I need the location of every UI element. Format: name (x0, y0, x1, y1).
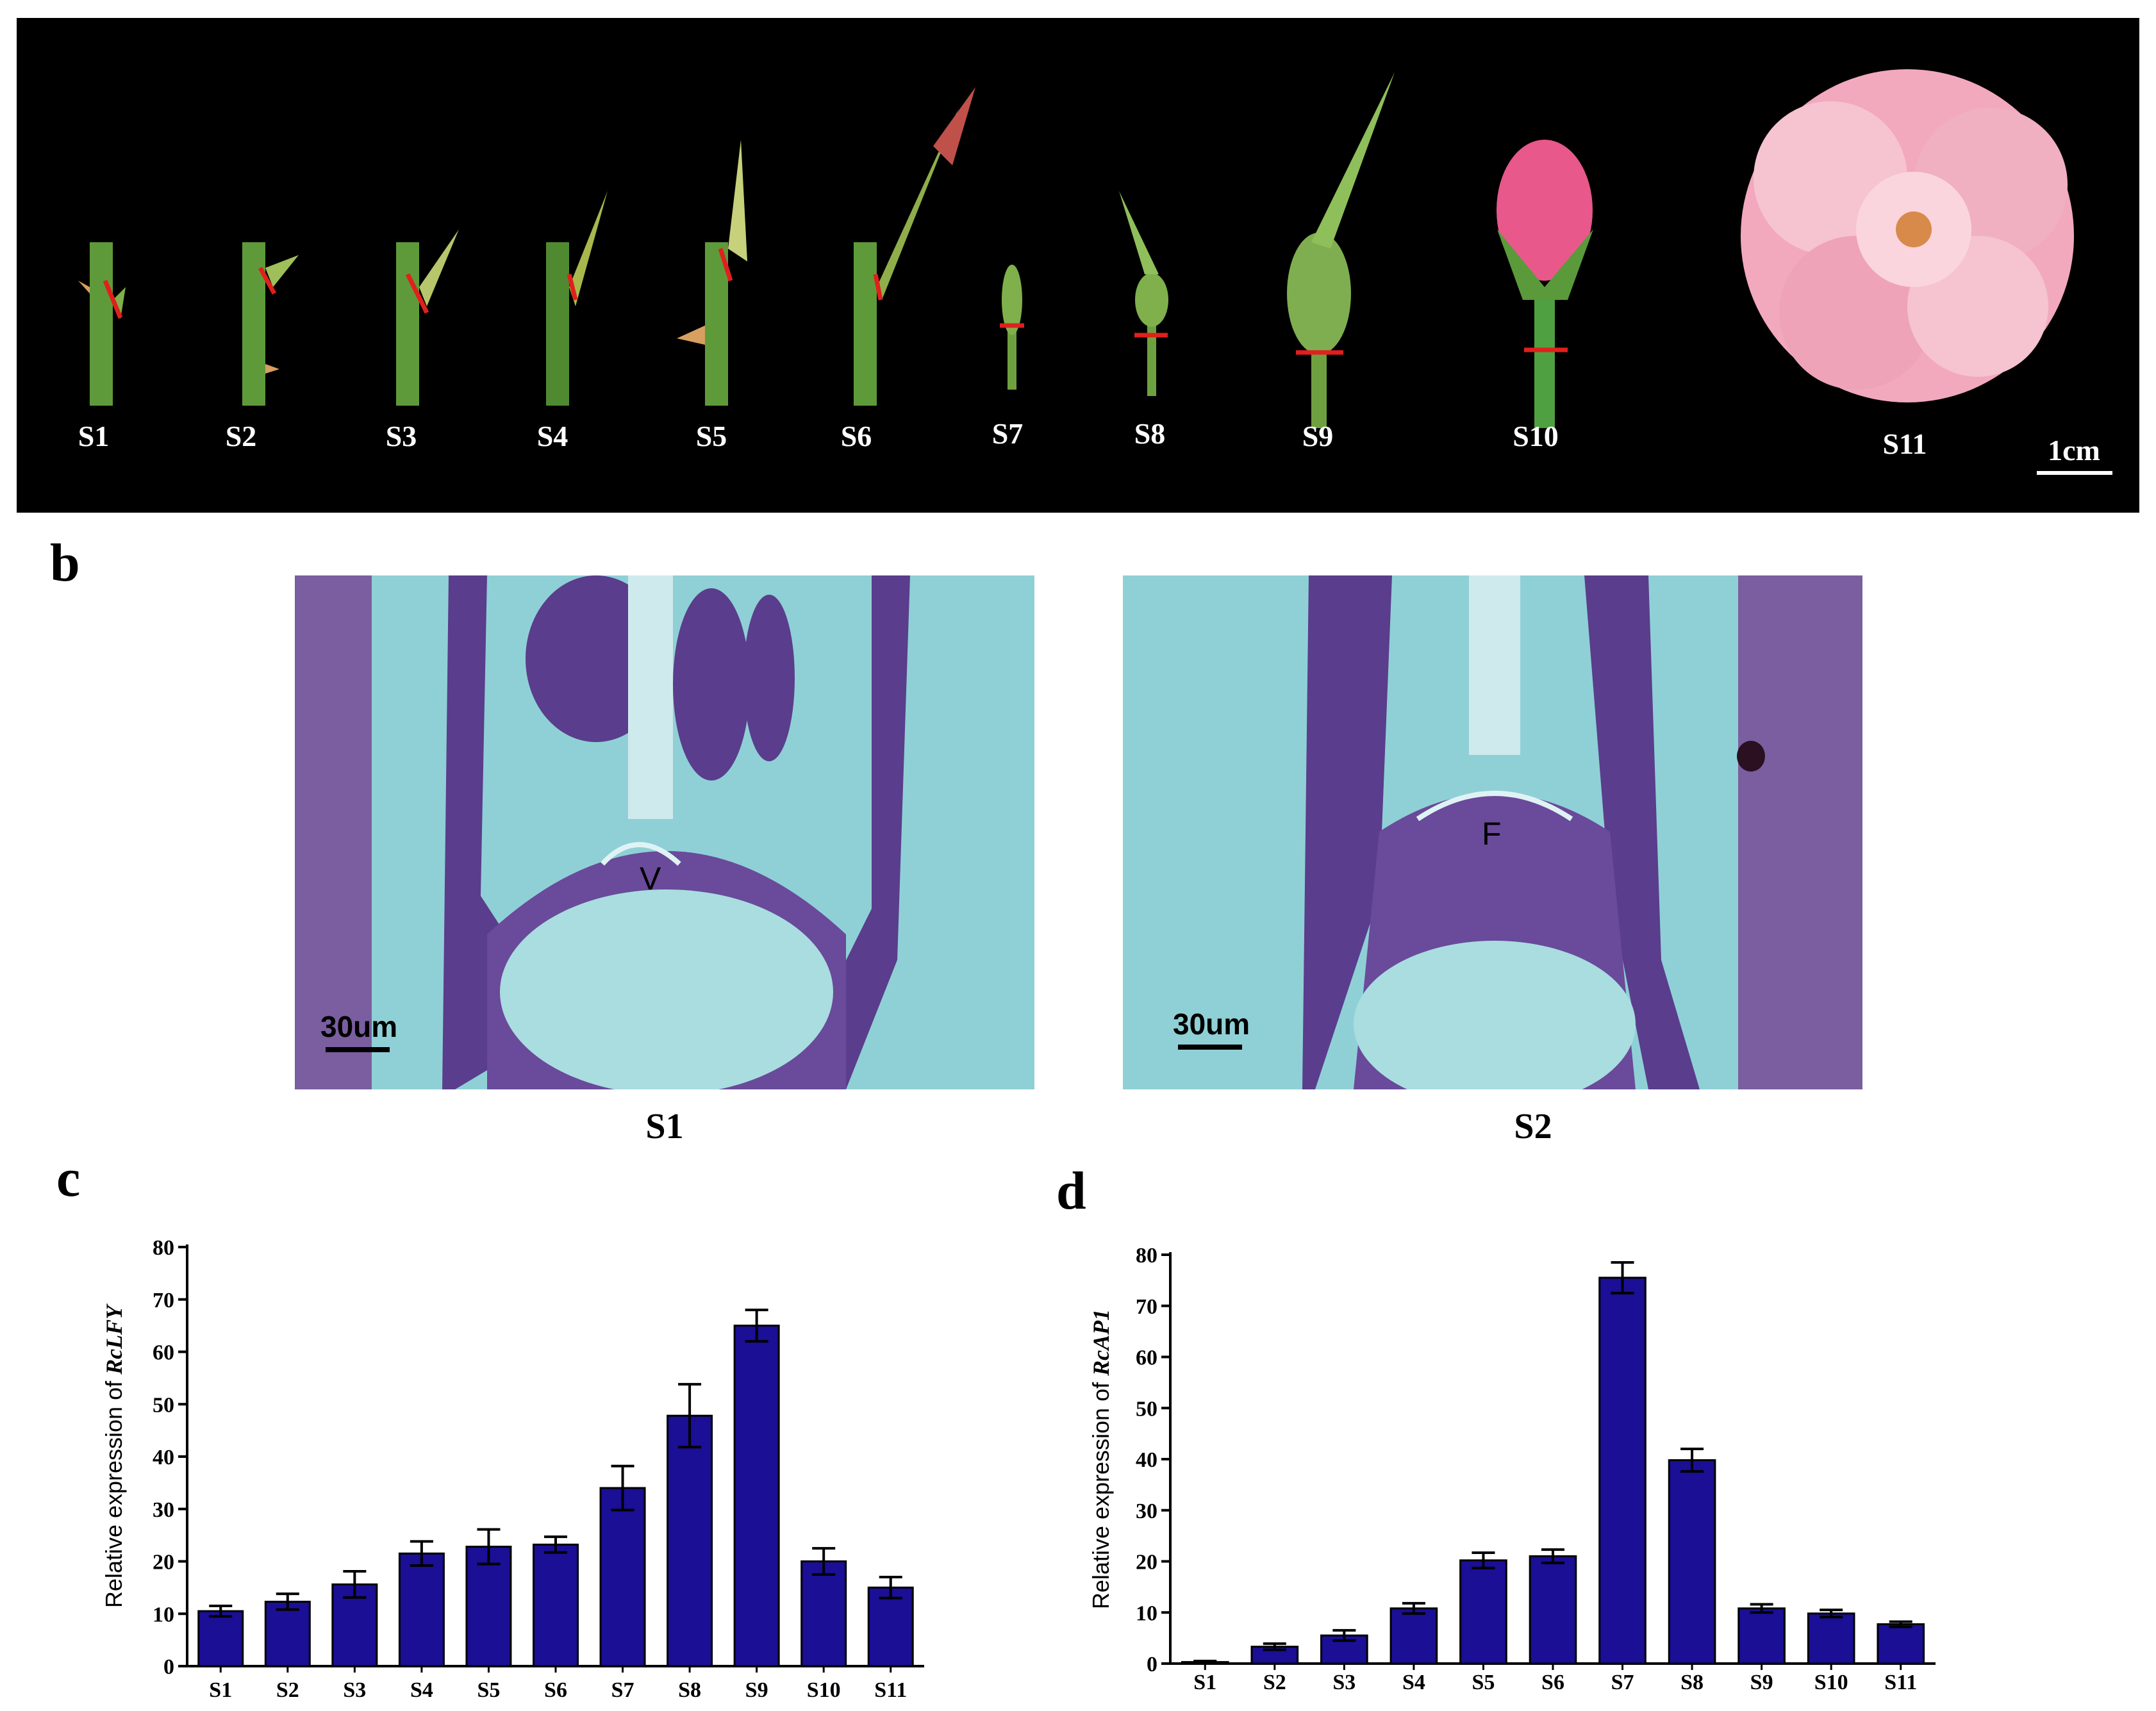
bar-s10 (1807, 1612, 1855, 1665)
x-tick-label-s1: S1 (1193, 1671, 1216, 1694)
y-tick-label: 60 (1136, 1346, 1157, 1370)
bar-s8 (1668, 1459, 1716, 1665)
stage-label-s10: S10 (1513, 420, 1559, 452)
y-tick-label: 10 (153, 1603, 174, 1626)
y-tick-label: 50 (153, 1393, 174, 1417)
stage-label-s8: S8 (1134, 417, 1166, 450)
stage-label-s1: S1 (78, 420, 110, 452)
stage-label-s11: S11 (1882, 427, 1927, 460)
x-tick-label-s3: S3 (1332, 1671, 1356, 1694)
stage-label-s4: S4 (537, 420, 568, 452)
bar-s1 (197, 1610, 244, 1667)
stage-labels: S1 S2 S3 S4 S5 S6 S7 S8 S9 S10 S11 (78, 417, 1927, 460)
stem-s7 (1000, 265, 1024, 390)
y-tick-label: 30 (1136, 1500, 1157, 1523)
y-tick-label: 80 (1136, 1244, 1157, 1268)
bar-s11 (1877, 1623, 1925, 1665)
x-tick-label-s3: S3 (343, 1678, 366, 1702)
stage-label-s9: S9 (1302, 420, 1334, 452)
bar-s5 (465, 1546, 512, 1667)
stem-s4 (546, 191, 608, 406)
y-tick-label: 0 (163, 1655, 174, 1679)
bar-s6 (1529, 1555, 1577, 1665)
y-tick-label: 40 (1136, 1448, 1157, 1472)
scale-bar-label: 1cm (2048, 434, 2100, 467)
y-tick-label: 60 (153, 1341, 174, 1365)
stem-s6 (854, 87, 975, 406)
bar-s7 (1598, 1277, 1646, 1665)
stem-s2 (242, 242, 299, 406)
floral-marker: F (1482, 816, 1502, 852)
x-tick-label-s6: S6 (1541, 1671, 1564, 1694)
stem-s1 (78, 242, 126, 406)
open-flower-s11 (1741, 69, 2074, 402)
x-tick-label-s2: S2 (1263, 1671, 1286, 1694)
x-tick-label-s1: S1 (209, 1678, 232, 1702)
y-tick-label: 0 (1147, 1653, 1157, 1676)
x-tick-label-s10: S10 (1814, 1671, 1848, 1694)
stage-photo-illustration: 1cm S1 S2 S3 S4 S5 S6 S7 S8 S9 S10 S11 (78, 69, 2112, 475)
stage-label-s7: S7 (992, 417, 1024, 450)
x-tick-label-s9: S9 (745, 1678, 768, 1702)
x-tick-label-s4: S4 (410, 1678, 433, 1702)
stage-label-s5: S5 (696, 420, 727, 452)
x-tick-label-s10: S10 (807, 1678, 841, 1702)
micrograph-s1-scale-label: 30um (320, 1010, 397, 1043)
stage-label-s2: S2 (226, 420, 257, 452)
x-tick-label-s8: S8 (678, 1678, 701, 1702)
x-tick-label-s6: S6 (544, 1678, 567, 1702)
x-tick-label-s7: S7 (1611, 1671, 1634, 1694)
micrograph-s1: V 30um (295, 575, 1034, 1089)
stem-s5 (677, 140, 747, 406)
y-axis-label: Relative expression of RcAP1 (1088, 1309, 1114, 1609)
x-tick-label-s9: S9 (1750, 1671, 1773, 1694)
stem-s8 (1119, 191, 1168, 396)
stem-s9 (1287, 72, 1395, 428)
y-tick-label: 40 (153, 1446, 174, 1469)
vegetative-marker: V (640, 861, 661, 897)
panel-letter-d: d (1056, 1161, 1086, 1221)
y-tick-label: 20 (153, 1551, 174, 1575)
x-tick-label-s5: S5 (1472, 1671, 1495, 1694)
micrograph-s2: F 30um (1123, 575, 1862, 1089)
panel-letter-b: b (50, 533, 80, 593)
bar-s3 (1320, 1634, 1368, 1665)
stage-photo-strip: 1cm S1 S2 S3 S4 S5 S6 S7 S8 S9 S10 S11 (17, 18, 2139, 513)
x-tick-label-s7: S7 (611, 1678, 634, 1702)
x-tick-label-s2: S2 (276, 1678, 299, 1702)
x-tick-label-s5: S5 (477, 1678, 500, 1702)
y-tick-label: 20 (1136, 1551, 1157, 1575)
micrograph-s2-scale-label: 30um (1173, 1007, 1250, 1041)
panel-letter-c: c (56, 1148, 81, 1208)
x-tick-label-s4: S4 (1402, 1671, 1425, 1694)
bar-s9 (1737, 1607, 1786, 1665)
y-tick-label: 10 (1136, 1601, 1157, 1625)
bar-s4 (1389, 1607, 1438, 1665)
bar-s11 (867, 1586, 914, 1667)
x-tick-label-s11: S11 (874, 1678, 907, 1702)
stem-s10 (1497, 140, 1593, 428)
y-tick-label: 30 (153, 1498, 174, 1522)
micrograph-s1-caption: S1 (645, 1107, 684, 1146)
scale-bar: 1cm (2037, 434, 2112, 475)
y-tick-label: 70 (1136, 1295, 1157, 1319)
y-axis-label: Relative expression of RcLFY (101, 1303, 127, 1608)
stage-label-s6: S6 (841, 420, 872, 452)
stem-s3 (396, 229, 459, 406)
y-tick-label: 80 (153, 1236, 174, 1260)
bar-s4 (398, 1552, 445, 1667)
x-tick-label-s11: S11 (1884, 1671, 1917, 1694)
bar-s8 (667, 1414, 713, 1667)
x-tick-label-s8: S8 (1680, 1671, 1704, 1694)
y-tick-label: 50 (1136, 1397, 1157, 1421)
y-tick-label: 70 (153, 1289, 174, 1312)
bar-s5 (1459, 1559, 1507, 1665)
micrograph-s2-caption: S2 (1514, 1107, 1552, 1146)
stage-label-s3: S3 (386, 420, 417, 452)
